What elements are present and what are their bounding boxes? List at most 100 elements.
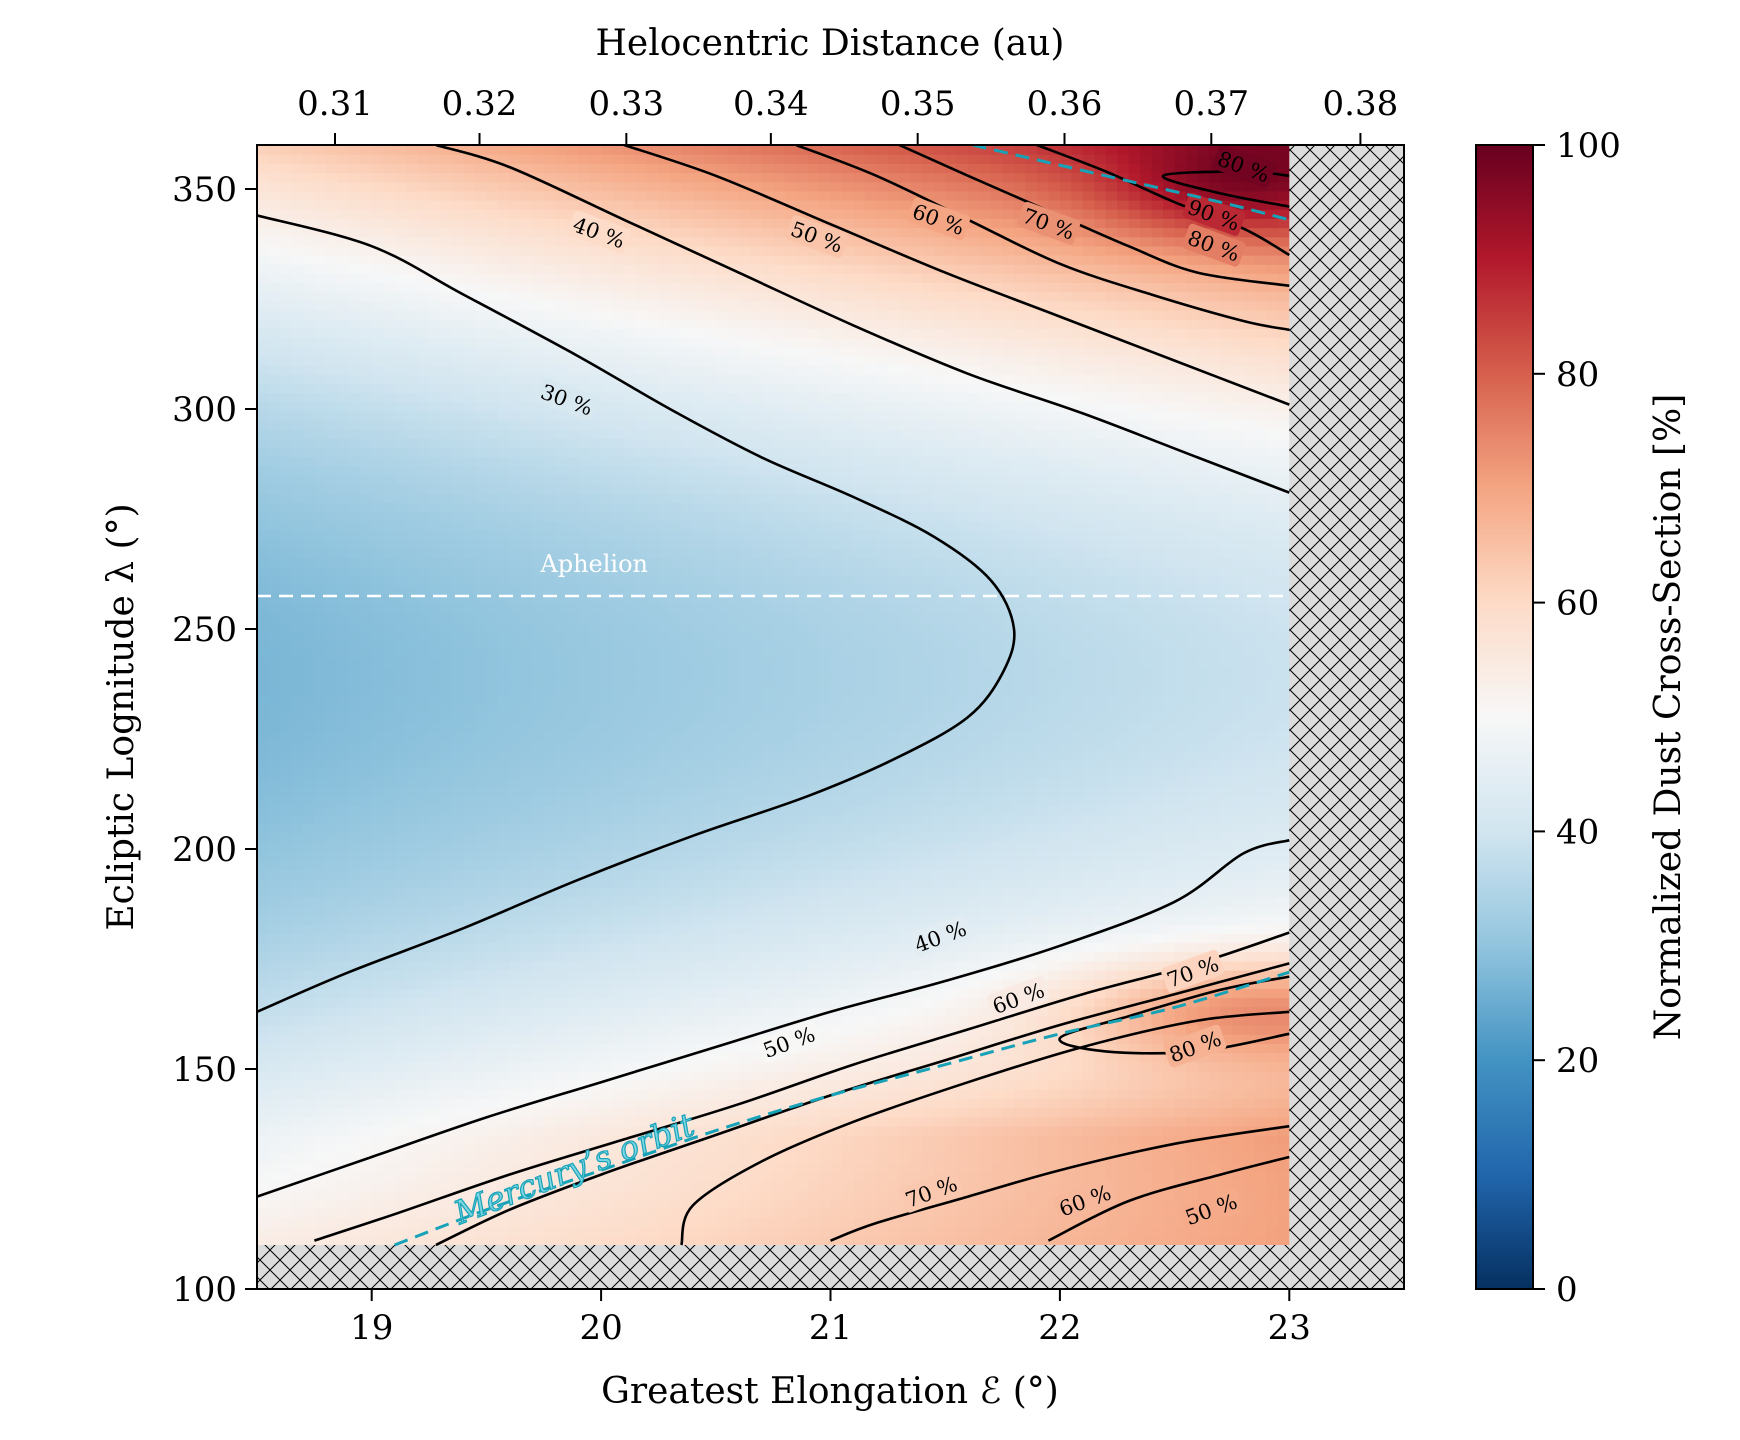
heatmap-cell [291,1144,304,1154]
heatmap-cell [658,951,671,962]
heatmap-cell [474,154,487,164]
heatmap-cell [429,695,442,705]
heatmap-cell [394,594,407,604]
heatmap-cell [681,502,694,513]
heatmap-cell [635,429,648,439]
heatmap-cell [520,319,533,329]
heatmap-cell [394,520,407,531]
heatmap-cell [268,878,281,889]
heatmap-cell [383,1006,396,1017]
heatmap-cell [474,1043,487,1054]
heatmap-cell [291,557,304,568]
heatmap-cell [429,337,442,348]
heatmap-cell [601,520,614,531]
heatmap-cell [658,960,671,971]
heatmap-cell [658,896,671,907]
heatmap-cell [601,511,614,522]
heatmap-cell [314,1080,327,1090]
heatmap-cell [566,887,579,898]
heatmap-cell [291,786,304,797]
heatmap-cell [429,154,442,164]
heatmap-cell [669,750,682,760]
heatmap-cell [612,218,625,229]
heatmap-cell [520,511,533,522]
heatmap-cell [635,557,648,568]
heatmap-cell [337,649,350,659]
heatmap-cell [692,621,705,632]
heatmap-cell [451,520,465,531]
heatmap-cell [646,722,660,733]
heatmap-cell [497,1080,510,1090]
heatmap-cell [578,970,591,980]
heatmap-cell [451,915,465,925]
heatmap-cell [566,374,579,384]
heatmap-cell [429,1217,442,1228]
heatmap-cell [302,630,315,641]
heatmap-cell [681,942,694,953]
heatmap-cell [669,1015,682,1026]
heatmap-cell [589,951,602,962]
heatmap-cell [715,383,728,394]
heatmap-cell [348,310,361,320]
heatmap-cell [394,695,407,705]
heatmap-cell [268,649,281,659]
heatmap-cell [497,227,510,238]
heatmap-cell [348,630,361,641]
heatmap-cell [509,1025,522,1035]
heatmap-cell [429,383,442,394]
heatmap-cell [635,319,648,329]
heatmap-cell [704,942,717,953]
heatmap-cell [394,942,407,953]
heatmap-cell [692,924,705,934]
heatmap-cell [704,603,717,614]
heatmap-cell [669,236,682,247]
heatmap-cell [543,722,556,733]
heatmap-cell [692,896,705,907]
heatmap-cell [440,401,453,412]
heatmap-cell [394,915,407,925]
heatmap-cell [302,988,315,999]
heatmap-cell [509,1098,522,1109]
heatmap-cell [314,887,327,898]
heatmap-cell [566,621,579,632]
heatmap-cell [646,933,660,944]
heatmap-cell [337,218,350,229]
heatmap-cell [520,695,533,705]
heatmap-cell [497,291,510,302]
heatmap-cell [279,1135,293,1145]
heatmap-cell [463,383,476,394]
heatmap-cell [383,1080,396,1090]
heatmap-cell [429,942,442,953]
heatmap-cell [486,1025,499,1035]
heatmap-cell [371,163,384,174]
heatmap-cell [658,786,671,797]
heatmap-cell [704,841,717,852]
heatmap-cell [509,227,522,238]
heatmap-cell [406,475,419,485]
heatmap-cell [486,218,499,229]
heatmap-cell [658,630,671,641]
heatmap-cell [612,1080,625,1090]
heatmap-cell [440,1098,453,1109]
heatmap-cell [360,1190,373,1200]
heatmap-cell [325,255,338,265]
heatmap-cell [543,465,556,476]
heatmap-cell [669,1034,682,1044]
heatmap-cell [417,887,430,898]
heatmap-cell [635,1006,648,1017]
heatmap-cell [624,997,637,1008]
heatmap-cell [681,979,694,989]
heatmap-cell [646,1190,660,1200]
heatmap-cell [509,1208,522,1219]
heatmap-cell [486,850,499,861]
heatmap-cell [612,722,625,733]
heatmap-cell [532,566,545,577]
heatmap-cell [440,1217,453,1228]
heatmap-cell [658,383,671,394]
heatmap-cell [337,548,350,559]
heatmap-cell [692,465,705,476]
heatmap-cell [371,997,384,1008]
heatmap-cell [692,310,705,320]
heatmap-cell [257,1180,270,1191]
heatmap-cell [578,997,591,1008]
